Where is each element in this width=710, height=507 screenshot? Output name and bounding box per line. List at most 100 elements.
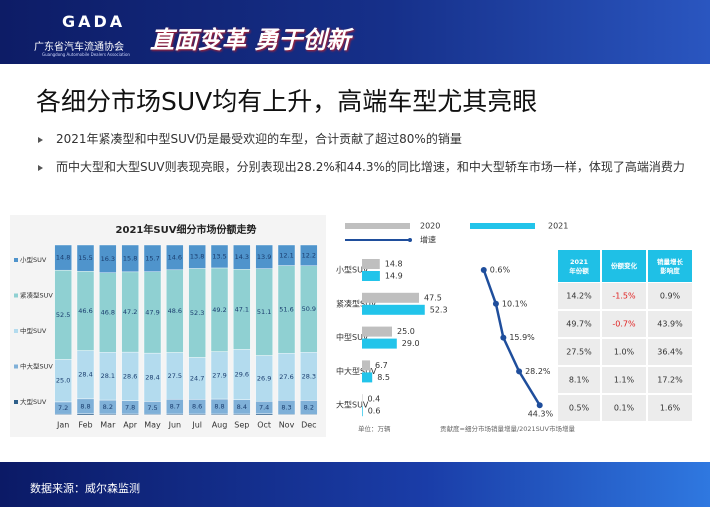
x-tick-label: Aug xyxy=(212,421,228,430)
bar-segment xyxy=(121,244,139,273)
table-value: 14.2% xyxy=(566,292,592,301)
table-cell xyxy=(602,283,646,309)
bar-segment xyxy=(210,244,229,269)
table-cell xyxy=(602,339,646,365)
legend-label: 2021 xyxy=(548,222,568,231)
table-value: 17.2% xyxy=(657,376,683,385)
table-header-cell xyxy=(648,250,692,282)
category-label: 大型SUV xyxy=(336,400,369,410)
data-label: 12.1 xyxy=(279,251,293,259)
data-label: 50.9 xyxy=(302,305,316,313)
data-label: 14.9 xyxy=(385,272,403,281)
legend-swatch xyxy=(345,223,410,229)
x-tick-label: Apr xyxy=(123,421,138,430)
table-value: 1.6% xyxy=(660,404,681,413)
x-tick-label: Nov xyxy=(279,421,295,430)
legend-swatch xyxy=(14,258,18,262)
legend-label: 大型SUV xyxy=(20,397,47,406)
x-tick-label: Jun xyxy=(168,421,182,430)
bar-segment xyxy=(76,244,95,272)
table-value: 49.7% xyxy=(566,320,592,329)
data-label: 46.6 xyxy=(78,307,92,315)
data-label: 25.0 xyxy=(397,327,415,336)
data-label: 8.8 xyxy=(214,403,224,411)
data-label: 15.8 xyxy=(123,254,137,262)
table-cell xyxy=(558,395,600,421)
legend-marker xyxy=(408,238,412,242)
footer-band xyxy=(0,462,710,507)
table-cell xyxy=(648,367,692,393)
data-label: 52.3 xyxy=(430,305,448,314)
growth-point xyxy=(480,267,487,273)
growth-point xyxy=(536,402,543,409)
data-label: 14.6 xyxy=(168,253,182,261)
table-value: 1.0% xyxy=(614,348,635,357)
data-label: 0.6% xyxy=(490,266,511,275)
legend-swatch xyxy=(14,293,18,298)
org-name: 广东省汽车流通协会 xyxy=(34,42,124,53)
category-label: 小型SUV xyxy=(336,266,369,275)
category-label: 紧凑型SUV xyxy=(336,298,377,308)
bar xyxy=(362,304,425,315)
bar-segment xyxy=(277,244,296,266)
unit-note: 单位：万辆 xyxy=(358,424,391,433)
data-label: 7.2 xyxy=(58,404,68,412)
x-tick-label: Sep xyxy=(234,421,249,430)
bullet: 而中大型和大型SUV则表现亮眼，分别表现出28.2%和44.3%的同比增速，和中… xyxy=(38,160,685,174)
legend-label: 中大型SUV xyxy=(20,362,53,371)
data-label: 15.9% xyxy=(509,333,535,342)
table-cell xyxy=(602,367,646,393)
data-label: 26.9 xyxy=(257,374,271,382)
x-tick-label: Oct xyxy=(257,421,271,430)
table-header: 2021 年份额 xyxy=(569,258,589,275)
data-label: 8.2 xyxy=(304,403,314,411)
bar xyxy=(362,326,392,337)
data-label: 28.6 xyxy=(123,372,137,380)
data-label: 8.8 xyxy=(80,402,90,410)
data-label: 28.1 xyxy=(101,372,115,380)
data-label: 13.8 xyxy=(190,253,204,261)
table-value: -0.7% xyxy=(612,320,636,329)
bar-segment xyxy=(233,244,251,270)
data-label: 14.8 xyxy=(56,254,70,262)
table-cell xyxy=(558,311,600,337)
bar-segment xyxy=(255,244,273,269)
data-label: 29.0 xyxy=(402,339,420,348)
table-cell xyxy=(648,283,692,309)
data-label: 28.4 xyxy=(78,371,92,379)
bar xyxy=(362,259,380,269)
data-label: 28.3 xyxy=(302,372,316,380)
data-label: 24.7 xyxy=(190,374,204,382)
slide-title: 各细分市场SUV均有上升，高端车型尤其亮眼 xyxy=(36,87,538,116)
bar-segment xyxy=(166,244,184,271)
table-value: 27.5% xyxy=(566,348,592,357)
data-label: 27.9 xyxy=(212,371,226,379)
table-cell xyxy=(648,339,692,365)
data-label: 8.6 xyxy=(192,403,202,411)
data-label: 46.8 xyxy=(101,308,115,316)
table-value: 0.1% xyxy=(614,404,635,413)
bar-segment xyxy=(99,244,117,273)
annotation: 贡献度=细分市场销量增量/2021SUV市场增量 xyxy=(440,424,576,433)
data-label: 0.4 xyxy=(367,395,380,404)
table-cell xyxy=(558,367,600,393)
bar-segment xyxy=(143,244,162,272)
bar xyxy=(362,406,363,417)
table-cell xyxy=(648,395,692,421)
category-label: 中型SUV xyxy=(336,332,369,342)
table-value: 8.1% xyxy=(569,376,590,385)
data-label: 47.2 xyxy=(123,308,137,316)
table-value: 0.9% xyxy=(660,292,681,301)
legend-label: 增速 xyxy=(420,235,436,245)
data-label: 12.2 xyxy=(302,251,316,259)
table-value: -1.5% xyxy=(612,292,636,301)
data-label: 8.2 xyxy=(103,403,113,411)
legend-swatch xyxy=(14,364,18,369)
data-label: 8.7 xyxy=(170,403,180,411)
data-label: 15.7 xyxy=(145,254,159,262)
table-cell xyxy=(602,395,646,421)
bar xyxy=(362,292,419,303)
legend-label: 紧凑型SUV xyxy=(20,291,53,300)
header-band xyxy=(0,0,710,64)
